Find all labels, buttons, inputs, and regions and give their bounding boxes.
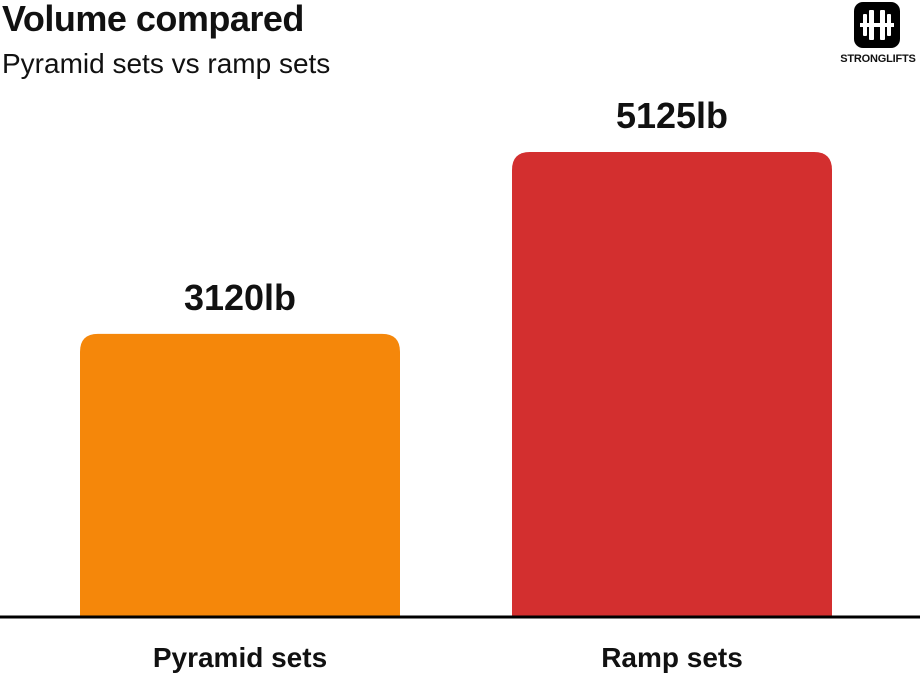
chart-title: Volume compared [2,0,304,39]
category-label: Ramp sets [601,642,743,673]
barbell-icon [854,2,900,48]
value-label: 5125lb [616,95,728,136]
bar-pyramid-sets [80,333,400,617]
logo-text: STRONGLIFTS [840,53,916,65]
stronglifts-logo: STRONGLIFTS [836,0,920,70]
value-label: 3120lb [184,277,296,318]
category-label: Pyramid sets [153,642,327,673]
bar-ramp-sets [512,152,832,617]
chart-subtitle: Pyramid sets vs ramp sets [2,48,331,79]
